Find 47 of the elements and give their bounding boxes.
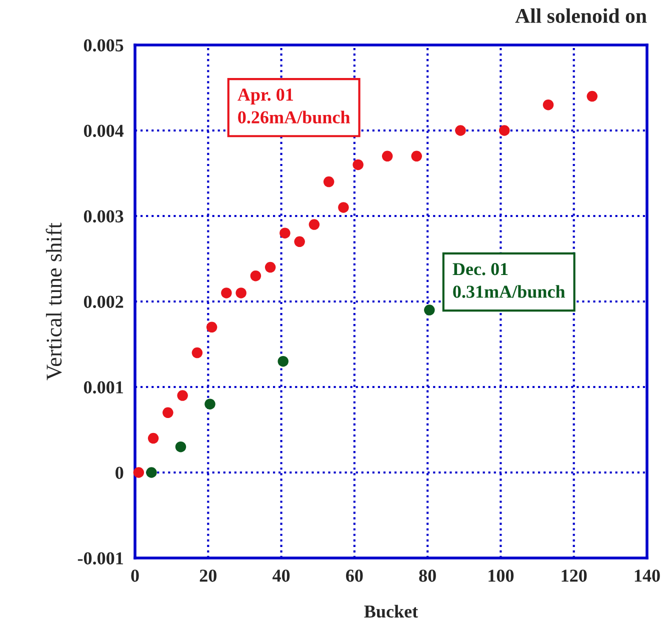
- x-tick-label: 0: [131, 570, 139, 582]
- point: [455, 125, 466, 136]
- x-tick-label: 140: [634, 570, 660, 582]
- x-tick-label: 60: [346, 570, 363, 582]
- point: [192, 347, 203, 358]
- y-tick-label: 0.003: [84, 210, 124, 223]
- point: [586, 90, 598, 102]
- x-tick-label: 80: [419, 570, 436, 582]
- point: [236, 288, 246, 298]
- point: [148, 432, 159, 444]
- y-tick-label: 0: [116, 466, 124, 479]
- point: [250, 270, 262, 282]
- point: [204, 398, 216, 410]
- point: [146, 467, 157, 478]
- x-tick-label: 40: [272, 570, 290, 582]
- y-tick-label: 0.005: [84, 39, 124, 52]
- point: [308, 219, 320, 230]
- text: Apr. 01 0.26mA/bunch: [238, 88, 350, 124]
- point: [278, 356, 288, 367]
- y-tick-label: -0.001: [78, 552, 123, 565]
- chart-title: All solenoid on: [515, 8, 647, 23]
- point: [175, 441, 186, 452]
- point: [323, 176, 334, 188]
- x-tick-label: 100: [488, 570, 514, 582]
- y-axis-title: Vertical tune shift: [46, 222, 62, 380]
- point: [498, 125, 510, 136]
- point: [206, 322, 218, 333]
- y-tick-label: 0.002: [84, 296, 124, 308]
- x-tick-label: 120: [562, 570, 587, 582]
- series-label: Dec. 01 0.31mA/bunch: [452, 263, 566, 298]
- point: [382, 150, 393, 162]
- point: [221, 288, 232, 298]
- point: [338, 202, 349, 213]
- point: [177, 390, 188, 401]
- point: [411, 150, 422, 162]
- point: [280, 228, 290, 238]
- x-tick-label: 20: [200, 570, 216, 582]
- point: [133, 467, 144, 478]
- y-tick-label: 0.001: [84, 381, 123, 394]
- point: [162, 407, 174, 418]
- point: [424, 304, 435, 316]
- point: [264, 262, 276, 273]
- x-axis-title: Bucket: [364, 604, 418, 618]
- y-tick-label: 0.004: [84, 124, 124, 138]
- point: [542, 99, 554, 110]
- point: [352, 159, 364, 170]
- point: [294, 236, 305, 248]
